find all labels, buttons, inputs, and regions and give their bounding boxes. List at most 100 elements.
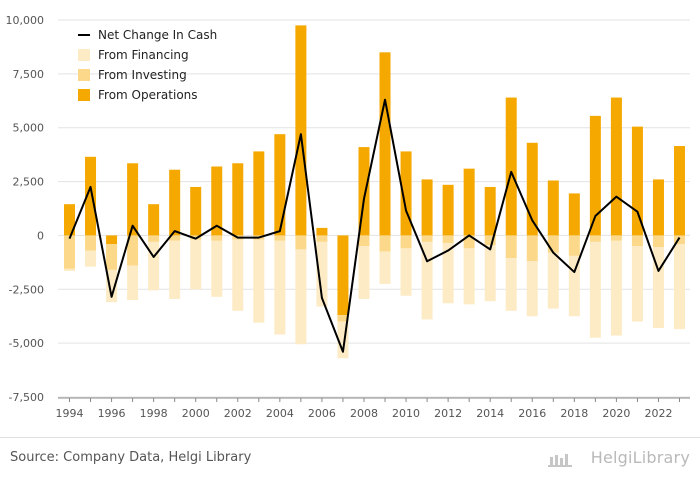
bar-from-investing (64, 235, 75, 269)
x-tick-label: 2008 (350, 407, 378, 420)
bar-from-financing (316, 241, 328, 307)
bar-from-operations (442, 184, 454, 236)
bar-from-investing (652, 235, 664, 248)
bar-from-operations (589, 115, 601, 236)
bar-from-investing (295, 235, 307, 250)
bar-from-investing (589, 235, 601, 242)
y-tick-label: 0 (37, 229, 44, 242)
bar-from-operations (253, 151, 265, 236)
bar-from-financing (106, 269, 118, 303)
bar-from-financing (674, 244, 685, 330)
bar-from-financing (274, 240, 286, 335)
bar-from-investing (505, 235, 517, 259)
x-tick-label: 2004 (266, 407, 294, 420)
bar-from-operations (652, 179, 664, 236)
bar-from-investing (379, 235, 391, 252)
bar-from-financing (547, 252, 559, 309)
y-tick-label: -5,000 (9, 337, 44, 350)
y-tick-label: 5,000 (13, 122, 45, 135)
x-tick-label: 2022 (644, 407, 672, 420)
bar-from-financing (421, 241, 433, 320)
bar-from-operations (400, 151, 412, 236)
brand-logo-text: HelgiLibrary (590, 448, 690, 467)
bar-from-operations (674, 146, 685, 236)
legend-label: From Financing (98, 48, 189, 62)
y-tick-label: -2,500 (9, 283, 44, 296)
bar-from-financing (169, 240, 181, 299)
bar-from-financing (211, 240, 223, 297)
bar-from-financing (568, 255, 580, 317)
bar-from-operations (211, 166, 223, 236)
bar-from-financing (127, 265, 139, 301)
x-tick-label: 1994 (56, 407, 84, 420)
line-layer (68, 98, 681, 353)
bar-from-operations (190, 186, 202, 236)
bar-from-financing (610, 240, 622, 336)
bar-from-operations (463, 168, 475, 236)
bar-from-financing (358, 246, 370, 299)
bar-from-investing (358, 235, 370, 247)
bar-from-financing (526, 261, 538, 317)
bar-from-operations (127, 163, 139, 236)
bar-from-operations (484, 186, 496, 236)
bar-from-investing (631, 235, 643, 247)
bar-from-operations (295, 25, 307, 236)
y-tick-label: 7,500 (13, 68, 45, 81)
bar-from-financing (85, 250, 97, 267)
bar-from-investing (211, 235, 223, 241)
bar-from-operations (526, 142, 538, 236)
y-tick-label: 10,000 (6, 14, 45, 27)
y-tick-label: 2,500 (13, 176, 45, 189)
bar-from-financing (232, 239, 244, 311)
x-tick-label: 2020 (602, 407, 630, 420)
bar-from-operations (358, 147, 370, 236)
x-tick-label: 2006 (308, 407, 336, 420)
bar-from-operations (610, 97, 622, 236)
bar-from-investing (400, 235, 412, 249)
bar-from-investing (337, 315, 349, 322)
bar-from-financing (148, 241, 160, 291)
bar-from-operations (169, 169, 181, 236)
bar-from-investing (85, 235, 97, 251)
bar-from-operations (274, 134, 286, 236)
bar-from-operations (106, 235, 118, 245)
bar-from-financing (379, 251, 391, 284)
x-tick-label: 2018 (560, 407, 588, 420)
bar-from-financing (442, 242, 454, 304)
bar-from-financing (337, 321, 349, 359)
x-tick-label: 2012 (434, 407, 462, 420)
bar-from-financing (505, 258, 517, 311)
bar-from-investing (610, 235, 622, 241)
legend-swatch-icon (78, 89, 90, 101)
bar-from-investing (526, 235, 538, 262)
legend: Net Change In Cash From Financing From Inv… (78, 28, 217, 102)
x-tick-label: 1998 (140, 407, 168, 420)
x-tick-label: 2000 (182, 407, 210, 420)
bar-from-investing (547, 235, 559, 253)
bar-from-financing (253, 239, 265, 323)
bar-from-financing (463, 248, 475, 305)
grid-lines (58, 19, 690, 398)
x-tick-label: 2014 (476, 407, 504, 420)
legend-label: From Operations (98, 88, 198, 102)
bar-from-financing (64, 268, 75, 271)
bar-from-investing (148, 235, 160, 242)
x-tick-label: 2010 (392, 407, 420, 420)
x-tick-label: 1996 (98, 407, 126, 420)
stacked-bar-line-chart: 10,000 7,500 5,000 2,500 0 -2,500 -5,000 -7,500… (6, 14, 690, 420)
bar-from-financing (484, 245, 496, 302)
bar-from-financing (589, 241, 601, 338)
bar-from-operations (316, 227, 328, 236)
y-tick-label: -7,500 (9, 391, 44, 404)
bar-from-operations (85, 156, 97, 236)
legend-label: From Investing (98, 68, 187, 82)
bar-from-investing (442, 235, 454, 243)
library-logo-icon (548, 454, 572, 467)
legend-swatch-icon (78, 49, 90, 61)
bar-from-operations (232, 163, 244, 236)
bar-from-operations (631, 126, 643, 236)
source-note: Source: Company Data, Helgi Library (10, 450, 252, 465)
x-tick-label: 2002 (224, 407, 252, 420)
legend-label: Net Change In Cash (98, 28, 217, 42)
bar-from-operations (337, 235, 349, 316)
